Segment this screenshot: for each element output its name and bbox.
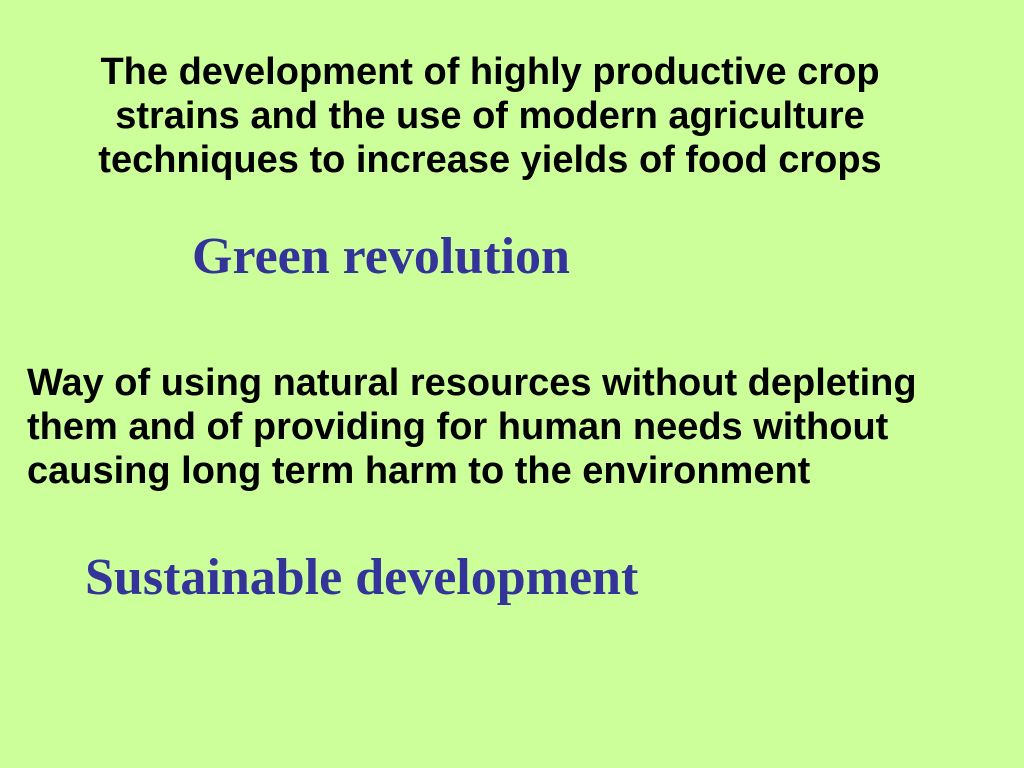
definition-line: Way of using natural resources without d… (27, 362, 917, 404)
term-green-revolution: Green revolution (192, 228, 570, 285)
definition-line: them and of providing for human needs wi… (27, 406, 889, 448)
definition-sustainable-development: Way of using natural resources without d… (27, 361, 917, 493)
definition-line: techniques to increase yields of food cr… (98, 139, 882, 181)
definition-line: causing long term harm to the environmen… (27, 450, 811, 492)
definition-line: strains and the use of modern agricultur… (115, 95, 865, 137)
definition-green-revolution: The development of highly productive cro… (30, 50, 950, 182)
term-sustainable-development: Sustainable development (85, 549, 639, 606)
definition-line: The development of highly productive cro… (100, 51, 880, 93)
